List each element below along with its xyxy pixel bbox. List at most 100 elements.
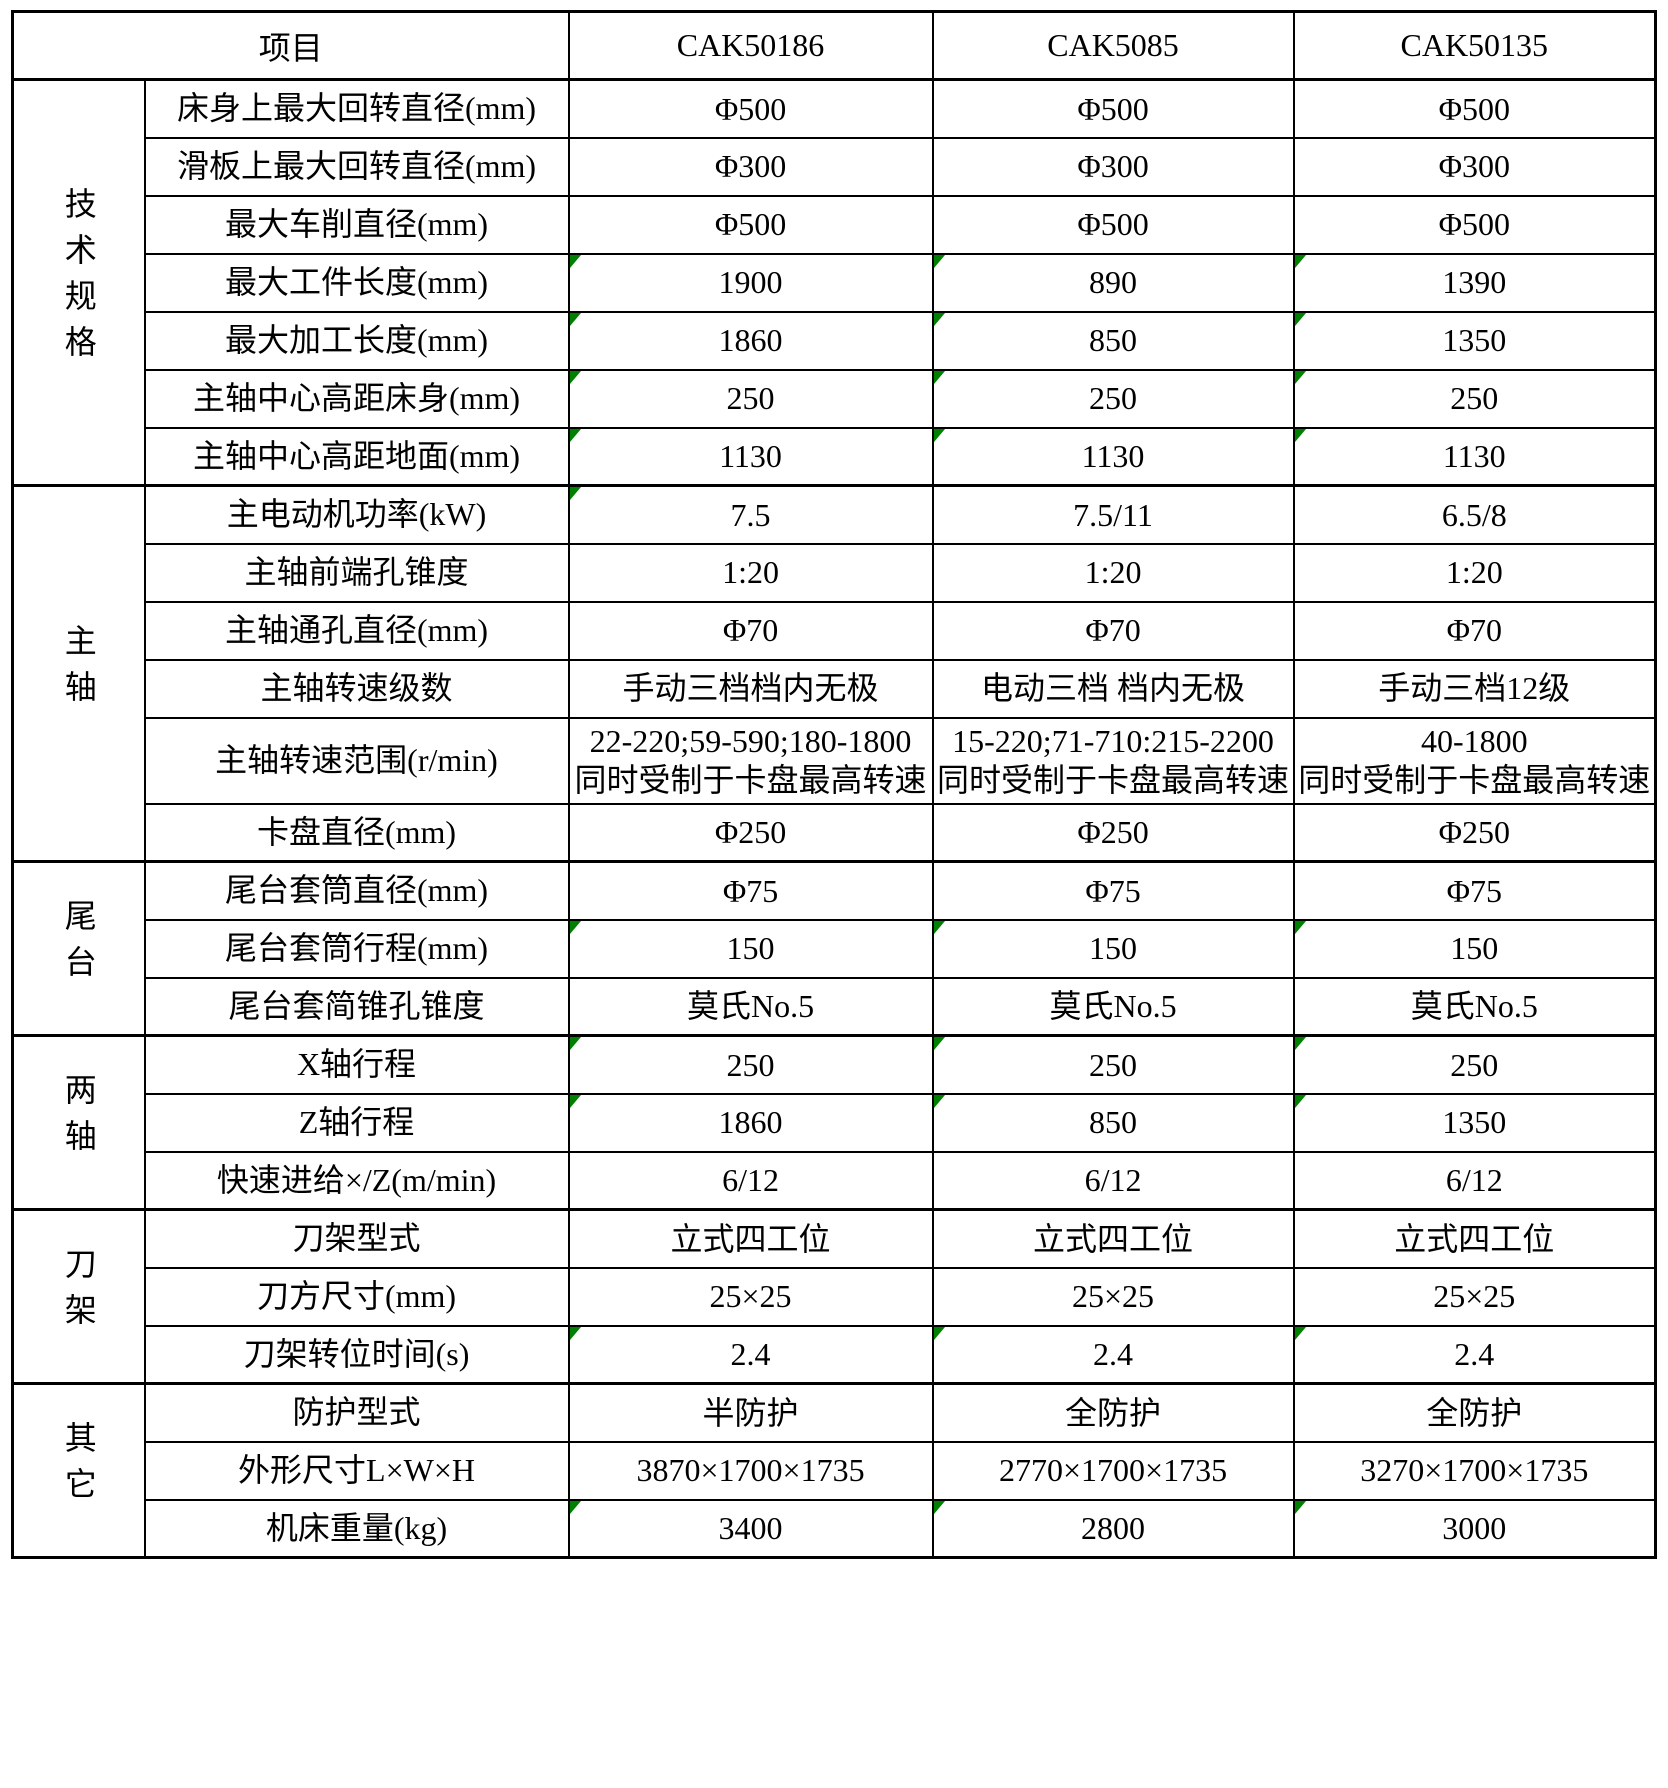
value-cell: 3000 (1292, 1498, 1657, 1559)
cell-corner-flag-icon (934, 1038, 945, 1050)
cell-value: 7.5/11 (1073, 496, 1153, 533)
cell-value: 6/12 (722, 1162, 779, 1199)
value-cell: 40-1800 同时受制于卡盘最高转速 (1292, 716, 1657, 805)
cell-corner-flag-icon (934, 1501, 945, 1514)
value-cell: 3400 (567, 1498, 934, 1559)
cell-value: 890 (1089, 264, 1138, 301)
table-row: 主轴前端孔锥度 1:20 1:20 1:20 (13, 542, 1657, 603)
value-cell: 22-220;59-590;180-1800 同时受制于卡盘最高转速 (567, 716, 934, 805)
cell-value: 2770×1700×1735 (998, 1452, 1228, 1489)
cell-value: Φ250 (1077, 814, 1149, 851)
cell-corner-flag-icon (570, 313, 581, 326)
row-label: 最大车削直径(mm) (224, 206, 489, 242)
value-cell: 250 (567, 1034, 934, 1095)
value-cell: 6/12 (1292, 1150, 1657, 1211)
row-label: 卡盘直径(mm) (256, 813, 457, 850)
row-label-cell: 机床重量(kg) (143, 1498, 570, 1559)
row-label-cell: 外形尺寸L×W×H (143, 1440, 570, 1501)
cell-corner-flag-icon (1295, 255, 1306, 268)
value-cell: 1350 (1292, 310, 1657, 371)
table-row: 主轴通孔直径(mm) Φ70 Φ70 Φ70 (13, 600, 1657, 661)
value-cell: 6.5/8 (1292, 484, 1657, 545)
cell-value: 25×25 (1071, 1278, 1155, 1315)
cell-value: 1130 (1442, 438, 1506, 475)
value-cell: Φ300 (567, 136, 934, 197)
cell-value: Φ70 (722, 612, 779, 649)
cell-corner-flag-icon (934, 921, 945, 934)
cell-value: 电动三档 档内无极 (981, 670, 1246, 707)
cell-corner-flag-icon (1295, 1038, 1306, 1050)
cell-value: 1:20 (722, 554, 779, 591)
value-cell: 150 (567, 918, 934, 979)
group-label: 刀架 (60, 1246, 97, 1339)
cell-value: 立式四工位 (1394, 1220, 1555, 1257)
table-row: 最大车削直径(mm) Φ500 Φ500 Φ500 (13, 194, 1657, 255)
cell-value: Φ300 (714, 148, 787, 185)
table-row: 滑板上最大回转直径(mm) Φ300 Φ300 Φ300 (13, 136, 1657, 197)
value-cell: Φ70 (567, 600, 934, 661)
row-label: 滑板上最大回转直径(mm) (176, 148, 537, 184)
group-label-cell: 尾台 (11, 860, 146, 1037)
row-label: 刀架转位时间(s) (243, 1335, 470, 1372)
cell-value: 40-1800 同时受制于卡盘最高转速 (1298, 723, 1651, 798)
row-label-cell: 卡盘直径(mm) (143, 802, 570, 863)
row-label: 主轴转速范围(r/min) (215, 742, 498, 778)
value-cell: Φ500 (1292, 78, 1657, 139)
cell-value: 1390 (1442, 264, 1507, 301)
cell-value: 1900 (718, 264, 783, 301)
value-cell: Φ250 (567, 802, 934, 863)
row-label-cell: 主轴中心高距地面(mm) (143, 426, 570, 487)
row-label: 尾台套筒直径(mm) (224, 872, 489, 909)
table-row: 主轴 主电动机功率(kW) 7.5 7.5/11 6.5/8 (11, 484, 1657, 863)
row-label-cell: 最大加工长度(mm) (143, 310, 570, 371)
row-label: 主电动机功率(kW) (226, 496, 487, 533)
table-row: 主轴中心高距床身(mm) 250 250 250 (13, 368, 1657, 429)
cell-value: 立式四工位 (1033, 1220, 1194, 1257)
page: 项目 CAK50186 CAK5085 CAK50135 技术规格 床身上最大回转… (11, 10, 1658, 1559)
table-row: 主轴转速级数 手动三档档内无极 电动三档 档内无极 手动三档12级 (13, 658, 1657, 719)
row-label-cell: Z轴行程 (143, 1092, 570, 1153)
value-cell: Φ75 (931, 860, 1295, 921)
group-label-cell: 技术规格 (11, 78, 146, 487)
cell-value: 半防护 (702, 1394, 799, 1431)
table-row: 刀架 刀架型式 立式四工位 立式四工位 立式四工位 (11, 1208, 1657, 1385)
cell-corner-flag-icon (570, 429, 581, 442)
row-label-cell: 尾台套简锥孔锥度 (143, 976, 570, 1037)
value-cell: 25×25 (1292, 1266, 1657, 1327)
table-row: 卡盘直径(mm) Φ250 Φ250 Φ250 (13, 802, 1657, 863)
row-label-cell: 主轴前端孔锥度 (143, 542, 570, 603)
table-row: Z轴行程 1860 850 1350 (13, 1092, 1657, 1153)
group-label-cell: 主轴 (11, 484, 146, 863)
value-cell: Φ75 (567, 860, 934, 921)
value-cell: 3270×1700×1735 (1292, 1440, 1657, 1501)
group-label: 其它 (60, 1420, 97, 1513)
spec-table: 项目 CAK50186 CAK5085 CAK50135 技术规格 床身上最大回转… (11, 10, 1658, 1559)
value-cell: 2.4 (1292, 1324, 1657, 1385)
cell-value: Φ500 (714, 90, 787, 127)
row-label-cell: 主轴转速级数 (143, 658, 570, 719)
value-cell: 半防护 (567, 1382, 934, 1443)
cell-value: 250 (1089, 380, 1138, 417)
value-cell: 手动三档档内无极 (567, 658, 934, 719)
cell-value: 全防护 (1426, 1394, 1523, 1431)
value-cell: 6/12 (931, 1150, 1295, 1211)
cell-value: Φ75 (722, 872, 779, 909)
value-cell: Φ300 (931, 136, 1295, 197)
cell-value: Φ300 (1077, 148, 1149, 185)
cell-value: 850 (1089, 1104, 1138, 1141)
header-item-cell: 项目 (11, 10, 570, 81)
table-row: 刀方尺寸(mm) 25×25 25×25 25×25 (13, 1266, 1657, 1327)
value-cell: 150 (1292, 918, 1657, 979)
cell-value: 手动三档档内无极 (622, 670, 879, 707)
row-label-cell: 最大车削直径(mm) (143, 194, 570, 255)
cell-value: 6/12 (1084, 1162, 1142, 1199)
cell-value: Φ70 (1085, 612, 1141, 649)
value-cell: 250 (931, 1034, 1295, 1095)
cell-corner-flag-icon (570, 255, 581, 268)
cell-value: 6.5/8 (1441, 496, 1507, 533)
value-cell: 2.4 (931, 1324, 1295, 1385)
value-cell: 莫氏No.5 (1292, 976, 1657, 1037)
value-cell: 850 (931, 1092, 1295, 1153)
cell-value: 1130 (1081, 438, 1145, 475)
cell-value: 6/12 (1445, 1162, 1503, 1199)
